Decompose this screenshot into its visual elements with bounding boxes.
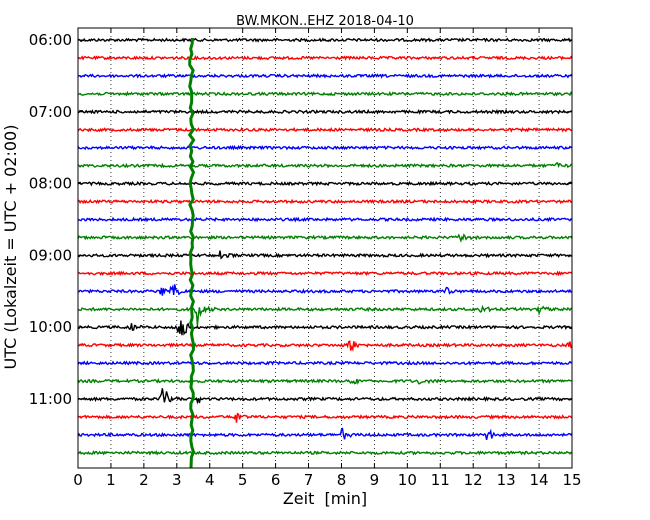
- trace-1045: [77, 378, 573, 385]
- x-tick-label: 10: [398, 471, 417, 489]
- trace-0715: [77, 126, 573, 133]
- y-tick-label: 06:00: [29, 31, 72, 49]
- trace-0830: [77, 216, 573, 223]
- x-tick-label: 14: [530, 471, 549, 489]
- trace-0745: [77, 162, 573, 169]
- x-tick-label: 0: [73, 471, 83, 489]
- x-tick-label: 15: [562, 471, 581, 489]
- plot-frame: [77, 27, 573, 469]
- trace-1000: [77, 320, 573, 336]
- y-tick-label: 07:00: [29, 103, 72, 121]
- chart-title: BW.MKON..EHZ 2018-04-10: [236, 14, 414, 29]
- y-tick-label: 09:00: [29, 246, 72, 264]
- x-axis-ticks: 0 1 2 3 4 5 6 7 8 9 10 11 12 13 14 15: [73, 28, 582, 489]
- trace-0800: [77, 180, 573, 187]
- event-spike: [187, 37, 196, 469]
- trace-0945: [77, 304, 573, 326]
- y-axis-ticks: 06:00 07:00 08:00 09:00 10:00 11:00: [29, 31, 572, 408]
- trace-0600: [77, 37, 573, 43]
- trace-1100: [77, 388, 573, 405]
- x-tick-label: 1: [106, 471, 116, 489]
- trace-1115: [77, 412, 573, 423]
- trace-1130: [77, 427, 573, 441]
- x-tick-label: 3: [172, 471, 182, 489]
- y-tick-label: 11:00: [29, 390, 72, 408]
- trace-0645: [77, 90, 573, 97]
- x-tick-label: 11: [431, 471, 450, 489]
- trace-1030: [77, 359, 573, 366]
- trace-1145: [77, 449, 573, 456]
- trace-lines: [77, 37, 573, 469]
- y-axis-label: UTC (Lokalzeit = UTC + 02:00): [1, 125, 20, 370]
- trace-0915: [77, 270, 573, 277]
- y-tick-label: 10:00: [29, 318, 72, 336]
- x-tick-label: 5: [238, 471, 248, 489]
- x-tick-label: 4: [205, 471, 215, 489]
- trace-0630: [77, 73, 573, 79]
- x-axis-label: Zeit [min]: [283, 489, 367, 508]
- trace-1015: [77, 340, 573, 353]
- x-tick-label: 6: [271, 471, 281, 489]
- trace-0845: [77, 233, 573, 244]
- x-tick-label: 13: [497, 471, 516, 489]
- x-tick-label: 7: [304, 471, 314, 489]
- trace-0615: [77, 54, 573, 61]
- x-tick-label: 2: [139, 471, 149, 489]
- x-tick-label: 9: [370, 471, 380, 489]
- trace-0930: [77, 284, 573, 296]
- x-tick-label: 12: [464, 471, 483, 489]
- trace-0900: [77, 250, 573, 260]
- x-tick-label: 8: [337, 471, 347, 489]
- trace-0815: [77, 198, 573, 205]
- trace-0730: [77, 144, 573, 151]
- vertical-gridlines: [110, 28, 540, 468]
- trace-0700: [77, 108, 573, 115]
- y-tick-label: 08:00: [29, 175, 72, 193]
